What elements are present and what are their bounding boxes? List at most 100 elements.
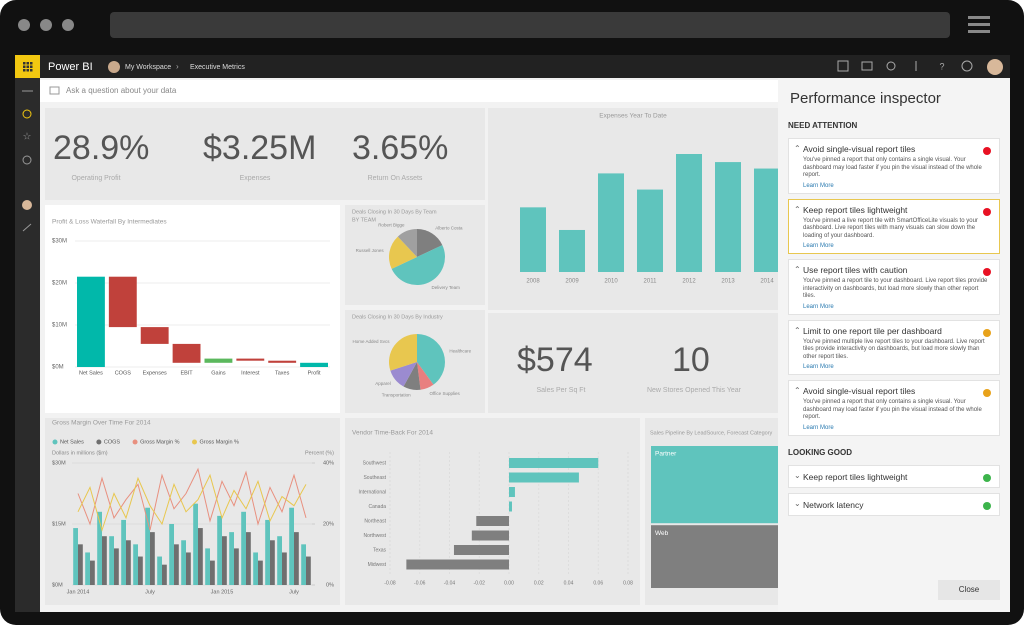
x-tick-label: Jan 2015: [211, 589, 234, 595]
chart-subtitle: BY TEAM: [352, 217, 376, 223]
x-tick-label: Gains: [211, 370, 226, 376]
breadcrumb[interactable]: Executive Metrics: [190, 64, 245, 71]
y-tick-label: Texas: [373, 547, 387, 553]
tile[interactable]: [345, 418, 640, 605]
x-tick-label: July: [145, 589, 155, 595]
header-icons[interactable]: [837, 60, 973, 72]
status-dot: [983, 268, 991, 276]
issue-title: Keep report tiles lightweight: [803, 204, 908, 215]
chevron: ⌃: [794, 144, 801, 153]
learn-more-link[interactable]: Learn More: [803, 424, 834, 431]
tile[interactable]: [488, 313, 778, 413]
good-title: Network latency: [803, 499, 864, 510]
treemap-label: Web: [655, 530, 669, 537]
app-name: Power BI: [48, 61, 93, 73]
slice-label: Alberto Costa: [435, 225, 463, 230]
bar: [301, 544, 306, 585]
status-dot: [983, 389, 991, 397]
avatar: [108, 61, 120, 73]
nav-star[interactable]: ☆: [23, 132, 32, 143]
x-tick-label: Interest: [241, 370, 260, 376]
x-tick-label: 2013: [721, 279, 735, 285]
menu-icon[interactable]: [968, 16, 990, 33]
x-tick-label: 0.02: [534, 580, 544, 586]
kpi-label: Expenses: [240, 175, 271, 182]
bar: [520, 207, 546, 272]
learn-more-link[interactable]: Learn More: [803, 364, 834, 370]
address-bar[interactable]: [110, 12, 950, 38]
bar: [306, 556, 311, 585]
line: [77, 473, 307, 532]
status-dot: [983, 207, 991, 216]
y-tick-label: Northeast: [364, 518, 386, 524]
y-tick-label: $30M: [52, 239, 67, 245]
bar: [406, 559, 509, 570]
slice-label: Apparel: [375, 381, 391, 386]
bar: [229, 532, 234, 585]
status-dot: [983, 501, 991, 510]
slice-label: Transportation: [382, 393, 411, 398]
user-avatar[interactable]: [987, 59, 1003, 75]
x-tick-label: Jan 2014: [67, 589, 90, 595]
bar: [204, 358, 233, 363]
learn-more-link[interactable]: Learn More: [803, 303, 834, 310]
slice-label: Healthcare: [449, 349, 471, 354]
bar: [277, 536, 282, 585]
nav-avatar[interactable]: [22, 200, 32, 210]
nav-icons[interactable]: [22, 90, 33, 232]
issue-title: Avoid single-visual report tiles: [803, 386, 916, 396]
bar: [102, 536, 107, 585]
learn-more-link[interactable]: Learn More: [803, 182, 834, 189]
issue-title: Limit to one report tile per dashboard: [803, 325, 942, 336]
chevron: ⌃: [794, 386, 801, 395]
learn-more-link[interactable]: Learn More: [803, 243, 834, 249]
qa-placeholder[interactable]: Ask a question about your data: [66, 86, 177, 95]
kpi-value: $574: [517, 341, 593, 379]
bar: [73, 528, 78, 585]
x-tick-label: COGS: [115, 370, 132, 376]
bar: [193, 503, 198, 585]
bar: [126, 540, 131, 585]
bar: [509, 487, 515, 497]
slice-label: Russell Jones: [356, 248, 385, 253]
issue-card[interactable]: ⌃ Use report tiles with caution You've pin…: [788, 259, 1000, 315]
breadcrumb[interactable]: My Workspace: [125, 64, 171, 71]
x-tick-label: 2009: [565, 279, 579, 285]
pie-slice: [417, 362, 434, 390]
kpi-label: Operating Profit: [71, 175, 120, 182]
x-tick-label: 0.06: [593, 580, 603, 586]
chart-title: Deals Closing In 30 Days By Team: [352, 209, 437, 215]
good-card[interactable]: ⌄ Network latency: [788, 492, 1000, 516]
x-tick-label: 0.04: [564, 580, 574, 586]
tile[interactable]: [45, 108, 485, 200]
bar: [294, 532, 299, 585]
bar: [181, 540, 186, 585]
issue-card[interactable]: ⌃ Keep report tiles lightweight You've pin…: [788, 198, 1000, 254]
close-button[interactable]: Close: [938, 580, 1000, 600]
status-dot: [983, 328, 991, 337]
y-tick-label: $0M: [52, 365, 64, 371]
issue-card[interactable]: ⌃ Avoid single-visual report tiles You've …: [788, 380, 1000, 436]
pie-slice: [391, 245, 445, 285]
chevron: ⌄: [794, 498, 801, 508]
x-tick-label: Expenses: [143, 370, 167, 376]
bar: [300, 362, 328, 367]
legend-marker: [192, 439, 197, 445]
bar: [715, 162, 741, 272]
issue-card[interactable]: ⌃ Limit to one report tile per dashboard Y…: [788, 319, 1000, 375]
good-card[interactable]: ⌄ Keep report tiles lightweight: [788, 464, 1000, 488]
treemap-label: Partner: [655, 451, 677, 458]
x-tick-label: Taxes: [275, 370, 290, 376]
issue-card[interactable]: ⌃ Avoid single-visual report tiles You've …: [788, 138, 1000, 194]
help-icon[interactable]: ?: [939, 61, 944, 71]
bar: [140, 327, 169, 344]
bar: [205, 548, 210, 585]
x-tick-label: 2012: [682, 279, 696, 285]
bar: [253, 552, 258, 585]
legend-label: Net Sales: [60, 439, 84, 445]
x-tick-label: EBIT: [180, 370, 193, 376]
x-tick-label: -0.08: [384, 580, 396, 586]
qa-bar[interactable]: [40, 80, 778, 102]
kpi-label: New Stores Opened This Year: [647, 387, 742, 394]
